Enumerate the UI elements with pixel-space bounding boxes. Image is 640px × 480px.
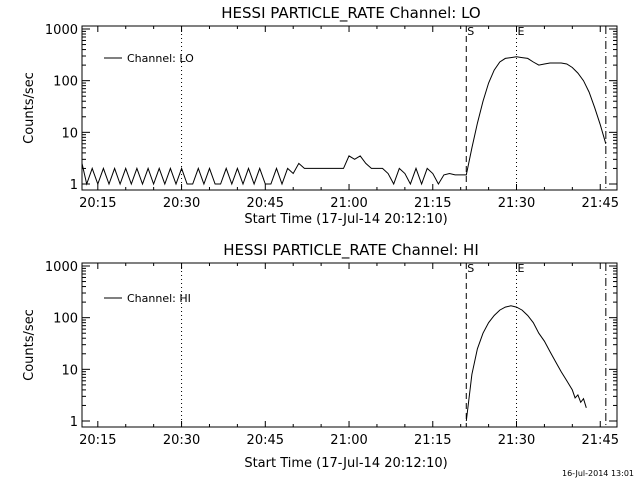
marker-label: E bbox=[518, 262, 525, 275]
y-tick-label: 10 bbox=[61, 126, 78, 141]
legend-label-lo: Channel: LO bbox=[127, 52, 194, 65]
y-tick-label: 10 bbox=[61, 363, 78, 378]
panel-lo-ylabel: Counts/sec bbox=[22, 72, 37, 144]
x-tick-label: 21:15 bbox=[414, 433, 451, 448]
x-tick-label: 21:30 bbox=[498, 196, 535, 211]
marker-label: E bbox=[518, 25, 525, 38]
panel-hi-ticks: 20:15 20:30 20:45 21:00 21:15 21:30 21:45 1 10 10… bbox=[45, 260, 619, 448]
panel-lo-title: HESSI PARTICLE_RATE Channel: LO bbox=[221, 4, 480, 23]
y-tick-label: 100 bbox=[53, 75, 78, 90]
panel-hi-ylabel: Counts/sec bbox=[22, 309, 37, 381]
panel-lo-legend: Channel: LO bbox=[104, 52, 194, 65]
legend-label-hi: Channel: HI bbox=[127, 292, 191, 305]
series-line-hi bbox=[465, 305, 587, 422]
x-tick-label: 21:00 bbox=[330, 196, 367, 211]
panel-lo-ticks: 20:15 20:30 20:45 21:00 21:15 21:30 21:45 1 10 10… bbox=[45, 23, 619, 211]
x-tick-label: 21:00 bbox=[330, 433, 367, 448]
x-tick-label: 20:45 bbox=[247, 196, 284, 211]
x-tick-label: 21:45 bbox=[582, 196, 619, 211]
panel-hi-legend: Channel: HI bbox=[104, 292, 191, 305]
x-tick-label: 20:30 bbox=[163, 433, 200, 448]
panel-lo-frame bbox=[81, 25, 618, 191]
x-tick-label: 20:45 bbox=[247, 433, 284, 448]
panel-hi-xlabel: Start Time (17-Jul-14 20:12:10) bbox=[244, 456, 447, 471]
marker-label: S bbox=[467, 25, 474, 38]
series-line-lo bbox=[81, 56, 607, 186]
footer-timestamp: 16-Jul-2014 13:01 bbox=[562, 469, 634, 478]
marker-label: S bbox=[467, 262, 474, 275]
x-tick-label: 20:15 bbox=[79, 433, 116, 448]
panel-hi-frame bbox=[81, 262, 618, 428]
y-tick-label: 1 bbox=[70, 178, 78, 193]
panel-lo-xlabel: Start Time (17-Jul-14 20:12:10) bbox=[244, 212, 447, 227]
x-tick-label: 21:30 bbox=[498, 433, 535, 448]
x-tick-label: 21:15 bbox=[414, 196, 451, 211]
y-tick-label: 1000 bbox=[45, 260, 78, 275]
y-tick-label: 100 bbox=[53, 312, 78, 327]
y-tick-label: 1 bbox=[70, 415, 78, 430]
x-tick-label: 20:30 bbox=[163, 196, 200, 211]
x-tick-label: 20:15 bbox=[79, 196, 116, 211]
x-tick-label: 21:45 bbox=[582, 433, 619, 448]
panel-hi-title: HESSI PARTICLE_RATE Channel: HI bbox=[223, 241, 479, 260]
y-tick-label: 1000 bbox=[45, 23, 78, 38]
